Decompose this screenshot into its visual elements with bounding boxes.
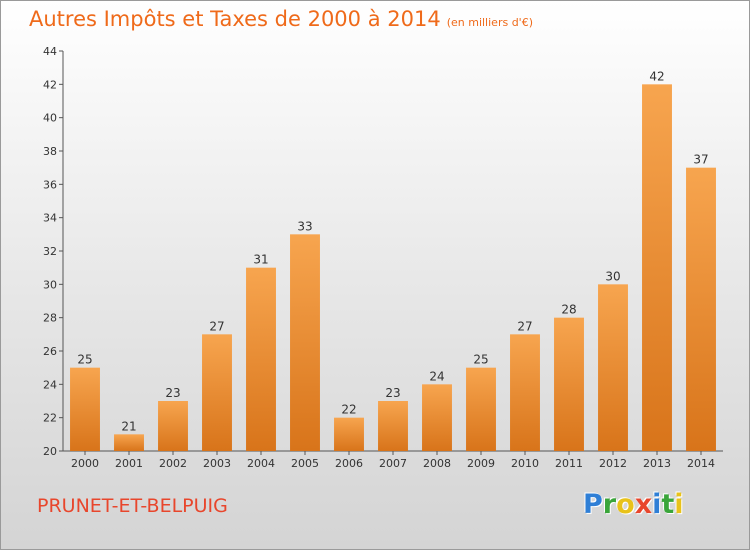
- y-tick-label: 24: [43, 378, 57, 391]
- x-tick-label-2007: 2007: [379, 457, 407, 470]
- bar-2009: [466, 367, 496, 451]
- proxiti-logo: Proxiti: [583, 489, 684, 520]
- y-tick-label: 30: [43, 278, 57, 291]
- data-label-2003: 27: [209, 319, 224, 333]
- x-tick-label-2011: 2011: [555, 457, 583, 470]
- data-label-2010: 27: [517, 319, 532, 333]
- bar-2001: [114, 434, 144, 451]
- y-tick-label: 22: [43, 412, 57, 425]
- bar-2003: [202, 334, 232, 451]
- y-tick-label: 42: [43, 78, 57, 91]
- logo-letter: i: [652, 489, 662, 520]
- logo-letter: P: [583, 489, 603, 520]
- x-tick-label-2006: 2006: [335, 457, 363, 470]
- data-label-2002: 23: [165, 386, 180, 400]
- data-label-2006: 22: [341, 403, 356, 417]
- bar-2004: [246, 267, 276, 451]
- y-tick-label: 36: [43, 178, 57, 191]
- y-tick-label: 44: [43, 45, 57, 58]
- y-tick-label: 26: [43, 345, 57, 358]
- logo-letter: r: [602, 489, 617, 520]
- logo-letter: i: [674, 489, 684, 520]
- x-tick-label-2008: 2008: [423, 457, 451, 470]
- bar-2012: [598, 284, 628, 451]
- x-tick-label-2013: 2013: [643, 457, 671, 470]
- bar-2014: [686, 167, 716, 451]
- y-tick-label: 20: [43, 445, 57, 458]
- bar-2002: [158, 401, 188, 451]
- bar-2008: [422, 384, 452, 451]
- x-tick-label-2005: 2005: [291, 457, 319, 470]
- y-tick-label: 32: [43, 245, 57, 258]
- data-label-2011: 28: [561, 303, 576, 317]
- bar-2010: [510, 334, 540, 451]
- data-label-2009: 25: [473, 353, 488, 367]
- x-tick-label-2010: 2010: [511, 457, 539, 470]
- x-tick-label-2009: 2009: [467, 457, 495, 470]
- logo-letter: x: [634, 489, 653, 520]
- chart-title: Autres Impôts et Taxes de 2000 à 2014 (en…: [29, 7, 533, 31]
- x-tick-label-2004: 2004: [247, 457, 275, 470]
- x-tick-label-2000: 2000: [71, 457, 99, 470]
- logo-letter: t: [661, 489, 675, 520]
- bar-2007: [378, 401, 408, 451]
- data-label-2014: 37: [693, 153, 708, 167]
- data-label-2013: 42: [649, 69, 664, 83]
- data-label-2007: 23: [385, 386, 400, 400]
- x-tick-label-2003: 2003: [203, 457, 231, 470]
- bar-2006: [334, 417, 364, 451]
- data-label-2012: 30: [605, 269, 620, 283]
- data-label-2008: 24: [429, 369, 444, 383]
- bar-2005: [290, 234, 320, 451]
- data-labels: 25 21 23 27 31 33 22 23 24 25 27 28 30 42 37: [77, 69, 708, 433]
- data-label-2001: 21: [121, 419, 136, 433]
- y-tick-label: 40: [43, 112, 57, 125]
- y-tick-label: 34: [43, 212, 57, 225]
- y-tick-label: 38: [43, 145, 57, 158]
- commune-name: PRUNET-ET-BELPUIG: [37, 495, 228, 517]
- bar-2013: [642, 84, 672, 451]
- axes: 20 22 24 26 28 30 32 34 36 38 40 42 44 2000 2001 2002 20…: [43, 45, 723, 470]
- chart-subtitle: (en milliers d'€): [446, 16, 533, 29]
- bar-2000: [70, 367, 100, 451]
- bar-2011: [554, 317, 584, 451]
- x-tick-label-2014: 2014: [687, 457, 715, 470]
- title-text: Autres Impôts et Taxes de 2000 à 2014: [29, 7, 441, 31]
- x-tick-label-2012: 2012: [599, 457, 627, 470]
- data-label-2000: 25: [77, 353, 92, 367]
- data-label-2005: 33: [297, 219, 312, 233]
- logo-letter: o: [616, 489, 635, 520]
- x-tick-label-2001: 2001: [115, 457, 143, 470]
- y-tick-label: 28: [43, 312, 57, 325]
- x-tick-label-2002: 2002: [159, 457, 187, 470]
- bars: [70, 84, 716, 451]
- data-label-2004: 31: [253, 253, 268, 267]
